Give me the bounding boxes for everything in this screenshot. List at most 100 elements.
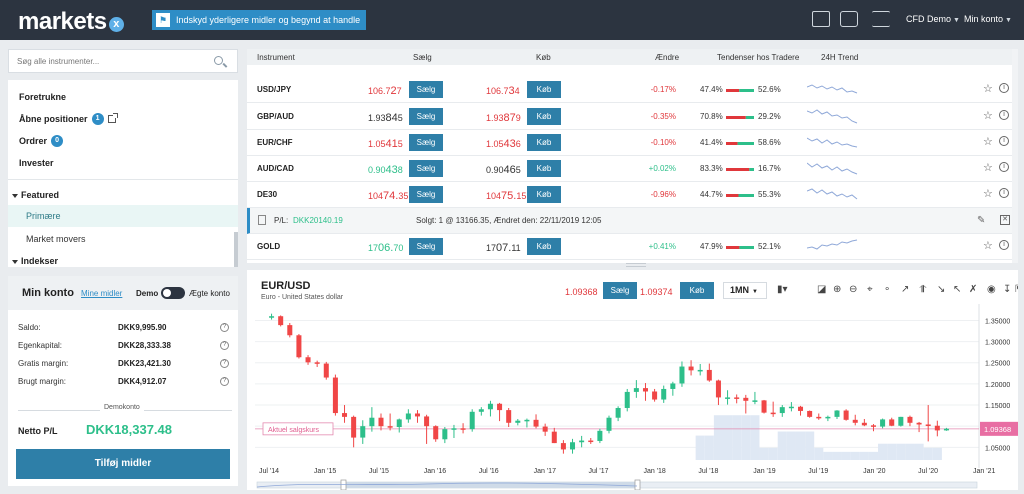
sell-button[interactable]: Sælg bbox=[409, 186, 443, 203]
favorite-star-icon[interactable]: ☆ bbox=[983, 188, 993, 200]
info-icon[interactable]: i bbox=[999, 110, 1009, 120]
chart-sell-button[interactable]: Sælg bbox=[603, 282, 637, 299]
sell-sentiment-pct: 83.3% bbox=[700, 164, 723, 173]
chart-buy-button[interactable]: Køb bbox=[680, 282, 714, 299]
info-icon[interactable]: i bbox=[999, 83, 1009, 93]
candle-body bbox=[670, 383, 676, 389]
panel-resize-handle[interactable] bbox=[626, 263, 646, 267]
sidebar-item-invest[interactable]: Invester bbox=[19, 158, 54, 168]
help-icon[interactable]: ? bbox=[220, 377, 229, 386]
free-margin-row: Gratis margin: DKK23,421.30 ? bbox=[18, 359, 232, 368]
search-input[interactable] bbox=[9, 50, 209, 72]
buy-button[interactable]: Køb bbox=[527, 160, 561, 177]
real-account-label: Ægte konto bbox=[189, 289, 230, 298]
sidebar-item-market-movers[interactable]: Market movers bbox=[26, 234, 86, 244]
close-position-icon[interactable]: ✕ bbox=[1000, 215, 1010, 225]
table-row[interactable]: GOLD 1706.70 Sælg 1707.11 Køb +0.41% 47.… bbox=[247, 234, 1018, 260]
search-icon[interactable] bbox=[214, 56, 223, 65]
buy-button[interactable]: Køb bbox=[527, 186, 561, 203]
info-icon[interactable]: i bbox=[999, 136, 1009, 146]
edit-icon[interactable]: ✎ bbox=[977, 215, 986, 226]
demo-real-toggle[interactable] bbox=[161, 287, 185, 299]
candle-body bbox=[870, 425, 876, 427]
deposit-promo-banner[interactable]: ⚑ Indskyd yderligere midler og begynd at… bbox=[152, 10, 367, 30]
sidebar-item-primary[interactable]: Primære bbox=[8, 205, 238, 227]
sidebar-item-orders[interactable]: Ordrer 0 bbox=[19, 135, 64, 147]
sell-button[interactable]: Sælg bbox=[409, 81, 443, 98]
instrument-name[interactable]: USD/JPY bbox=[257, 85, 292, 94]
favorite-star-icon[interactable]: ☆ bbox=[983, 136, 993, 148]
help-icon[interactable]: ? bbox=[220, 323, 229, 332]
sell-button[interactable]: Sælg bbox=[409, 238, 443, 255]
table-scrollbar[interactable] bbox=[1012, 49, 1018, 263]
help-icon[interactable]: ? bbox=[220, 341, 229, 350]
markets-logo[interactable]: markets x bbox=[18, 8, 124, 36]
instrument-name[interactable]: GBP/AUD bbox=[257, 112, 294, 121]
favorite-star-icon[interactable]: ☆ bbox=[983, 240, 993, 252]
measure-icon[interactable]: ∘ bbox=[884, 284, 891, 295]
camera-icon[interactable]: ◉ bbox=[987, 284, 996, 295]
position-pl-link[interactable]: DKK20140.19 bbox=[293, 216, 343, 225]
trend-sparkline bbox=[807, 188, 858, 200]
sell-button[interactable]: Sælg bbox=[409, 134, 443, 151]
buy-button[interactable]: Køb bbox=[527, 134, 561, 151]
sidebar-item-open-positions[interactable]: Åbne positioner 1 bbox=[19, 113, 118, 125]
table-row[interactable]: AUD/CAD 0.90438 Sælg 0.90465 Køb +0.02% … bbox=[247, 156, 1018, 182]
open-position-row[interactable]: P/L: DKK20140.19 Solgt: 1 @ 13166.35, Æn… bbox=[247, 208, 1018, 234]
chat-icon[interactable] bbox=[840, 11, 858, 27]
tools-icon[interactable] bbox=[872, 11, 890, 27]
instrument-name[interactable]: EUR/CHF bbox=[257, 138, 293, 147]
indicator-icon[interactable]: ◪ bbox=[817, 284, 827, 295]
user-menu[interactable]: Min konto ▼ bbox=[964, 14, 1012, 24]
favorite-star-icon[interactable]: ☆ bbox=[983, 162, 993, 174]
external-link-icon[interactable] bbox=[107, 113, 118, 123]
fullscreen-icon[interactable]: ⇱ bbox=[1015, 285, 1018, 295]
add-funds-button[interactable]: Tilføj midler bbox=[16, 449, 230, 479]
crosshair-icon[interactable]: ⌖ bbox=[867, 284, 873, 295]
info-icon[interactable]: i bbox=[999, 162, 1009, 172]
info-icon[interactable]: i bbox=[999, 240, 1009, 250]
sell-price-pips: 74. bbox=[383, 190, 399, 202]
chart-type-icon[interactable]: ▮▾ bbox=[777, 284, 788, 295]
sidebar-group-featured[interactable]: Featured bbox=[12, 190, 59, 200]
sell-button[interactable]: Sælg bbox=[409, 160, 443, 177]
buy-button[interactable]: Køb bbox=[527, 238, 561, 255]
ray-icon[interactable]: ⥣ bbox=[919, 284, 927, 295]
change-value: -0.96% bbox=[650, 190, 676, 199]
table-row[interactable]: DE30 10474.35 Sælg 10475.15 Køb -0.96% 4… bbox=[247, 182, 1018, 208]
trend-line-icon[interactable]: ↗ bbox=[901, 284, 910, 295]
sidebar-scrollbar[interactable] bbox=[234, 232, 238, 267]
table-row[interactable]: GBP/AUD 1.93845 Sælg 1.93879 Køb -0.35% … bbox=[247, 104, 1018, 130]
position-detail: Solgt: 1 @ 13166.35, Ændret den: 22/11/2… bbox=[416, 216, 602, 225]
current-price-line-label: Aktuel salgskurs bbox=[268, 427, 319, 434]
pointer-icon[interactable]: ↖ bbox=[953, 284, 962, 295]
eraser-icon[interactable]: ✗ bbox=[969, 284, 978, 295]
timeframe-select[interactable]: 1MN ▼ bbox=[723, 282, 767, 299]
my-funds-link[interactable]: Mine midler bbox=[81, 289, 123, 298]
favorite-star-icon[interactable]: ☆ bbox=[983, 83, 993, 95]
table-row[interactable]: EUR/CHF 1.05415 Sælg 1.05436 Køb -0.10% … bbox=[247, 130, 1018, 156]
fib-icon[interactable]: ↘ bbox=[937, 284, 946, 295]
sidebar-group-indices[interactable]: Indekser bbox=[12, 256, 58, 266]
instrument-name[interactable]: DE30 bbox=[257, 190, 278, 199]
download-icon[interactable]: ↧ bbox=[1003, 284, 1012, 295]
help-icon[interactable]: ? bbox=[220, 359, 229, 368]
sell-button[interactable]: Sælg bbox=[409, 108, 443, 125]
table-row[interactable]: USD/JPY 106.727 Sælg 106.734 Køb -0.17% … bbox=[247, 77, 1018, 103]
price-chart[interactable]: 1.350001.300001.250001.200001.150001.100… bbox=[247, 270, 1018, 490]
info-icon[interactable]: i bbox=[999, 188, 1009, 198]
candle-body bbox=[469, 411, 475, 430]
instrument-name[interactable]: AUD/CAD bbox=[257, 164, 294, 173]
change-value: -0.17% bbox=[650, 85, 676, 94]
sidebar-item-favorites[interactable]: Foretrukne bbox=[19, 92, 66, 102]
buy-button[interactable]: Køb bbox=[527, 81, 561, 98]
layout-icon[interactable] bbox=[812, 11, 830, 27]
zoom-out-icon[interactable]: ⊖ bbox=[849, 284, 858, 295]
buy-button[interactable]: Køb bbox=[527, 108, 561, 125]
zoom-in-icon[interactable]: ⊕ bbox=[833, 284, 842, 295]
favorite-star-icon[interactable]: ☆ bbox=[983, 110, 993, 122]
cfd-demo-menu[interactable]: CFD Demo ▼ bbox=[906, 14, 960, 24]
instrument-name[interactable]: GOLD bbox=[257, 242, 281, 251]
candle-body bbox=[788, 406, 794, 409]
candle-body bbox=[414, 413, 420, 417]
